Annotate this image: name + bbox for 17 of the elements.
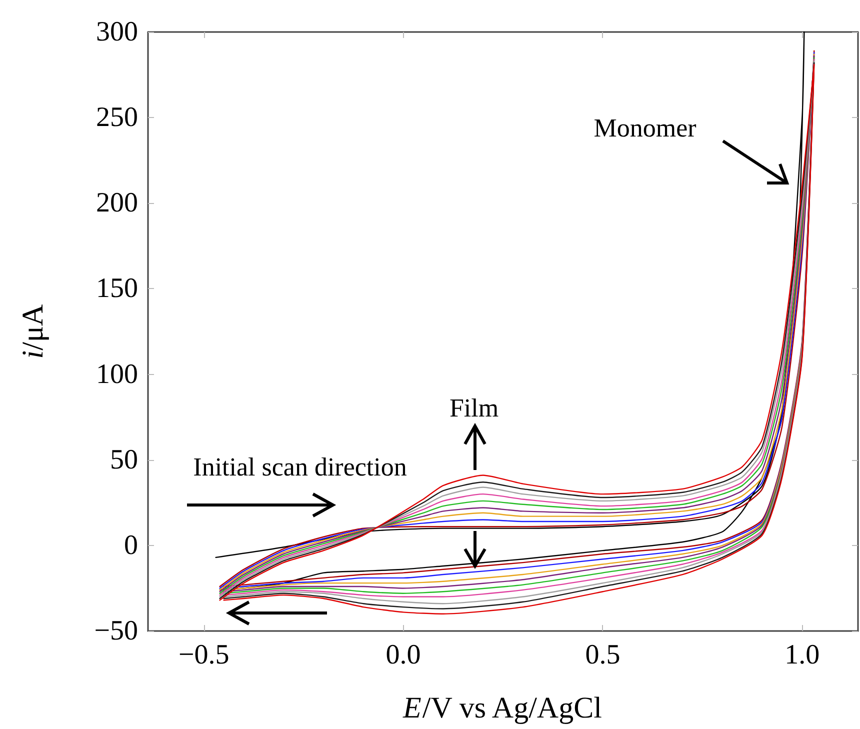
y-tick-label: 50 <box>110 444 138 476</box>
x-tick-label: 1.0 <box>784 640 820 670</box>
y-axis-title: i/μA <box>16 304 50 359</box>
y-tick-label: 300 <box>96 16 138 48</box>
y-tick-label: −50 <box>94 616 138 646</box>
x-tick-label: −0.5 <box>178 640 230 670</box>
y-tick-label: 0 <box>124 530 138 561</box>
y-tick-label: 100 <box>96 358 138 390</box>
x-tick-label: 0.5 <box>585 640 620 670</box>
x-tick-label: 0.0 <box>386 640 421 670</box>
annotation: Film <box>449 394 499 422</box>
x-axis-title: E/V vs Ag/AgCl <box>402 692 602 724</box>
y-tick-label: 250 <box>96 102 138 134</box>
annotation: Initial scan direction <box>193 452 407 482</box>
annotation: Monomer <box>594 114 697 142</box>
y-tick-label: 200 <box>96 188 138 219</box>
y-tick-label: 150 <box>96 273 138 304</box>
